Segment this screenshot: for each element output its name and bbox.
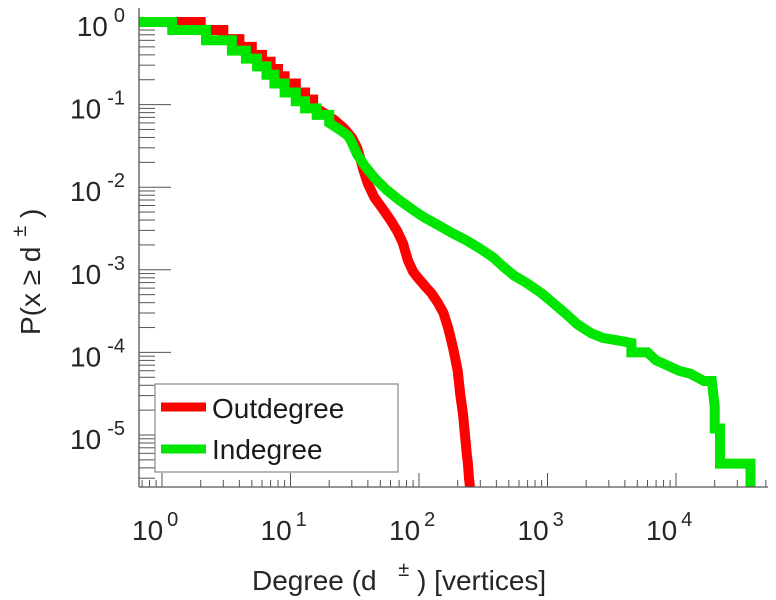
y-axis-title: P(x ≥ d ± ) — [1, 209, 46, 335]
y-tick-exp: -3 — [107, 253, 125, 275]
x-tick-label: 10 2 — [389, 509, 435, 546]
x-tick-exp: 3 — [553, 509, 564, 531]
y-tick-base: 10 — [70, 259, 101, 290]
x-axis-title: Degree (d ± ) [vertices] — [252, 551, 546, 596]
x-tick-base: 10 — [389, 515, 420, 546]
y-tick-base: 10 — [70, 176, 101, 207]
y-axis-title-sup: ± — [9, 226, 31, 237]
y-tick-labels: 10 0 10 -1 10 -2 10 -3 10 -4 10 -5 — [70, 5, 125, 455]
y-tick-base: 10 — [70, 341, 101, 372]
x-tick-base: 10 — [132, 515, 163, 546]
y-tick-exp: -1 — [107, 88, 125, 110]
y-axis-title-main: P(x ≥ d — [15, 247, 46, 336]
y-tick-base: 10 — [70, 424, 101, 455]
x-axis-title-sup: ± — [398, 559, 409, 581]
legend-label-outdegree: Outdegree — [212, 393, 344, 424]
legend-label-indegree: Indegree — [212, 434, 323, 465]
y-axis-title-tail: ) — [15, 209, 46, 218]
y-tick-label: 10 -5 — [70, 418, 125, 455]
series-layer — [139, 17, 756, 487]
x-tick-exp: 4 — [681, 509, 692, 531]
y-tick-base: 10 — [77, 11, 108, 42]
x-tick-exp: 2 — [424, 509, 435, 531]
axes — [138, 8, 768, 488]
x-tick-base: 10 — [518, 515, 549, 546]
x-tick-label: 10 4 — [646, 509, 692, 546]
y-tick-exp: -5 — [107, 418, 125, 440]
x-tick-label: 10 0 — [132, 509, 178, 546]
x-tick-label: 10 1 — [261, 509, 307, 546]
legend-box — [154, 383, 399, 473]
y-tick-exp: -4 — [107, 335, 125, 357]
y-tick-base: 10 — [70, 94, 101, 125]
x-tick-label: 10 3 — [518, 509, 564, 546]
y-tick-exp: -2 — [107, 170, 125, 192]
x-tick-exp: 0 — [167, 509, 178, 531]
y-tick-label: 10 -2 — [70, 170, 125, 207]
x-axis-title-main: Degree (d — [252, 565, 377, 596]
y-tick-label: 10 -3 — [70, 253, 125, 290]
y-tick-label: 10 -4 — [70, 335, 125, 372]
x-tick-base: 10 — [646, 515, 677, 546]
minor-ticks — [139, 21, 767, 487]
legend: Outdegree Indegree — [154, 383, 399, 473]
x-tick-labels: 10 0 10 1 10 2 10 3 10 4 — [132, 509, 692, 546]
series-line-indegree — [139, 17, 756, 487]
y-tick-exp: 0 — [114, 5, 125, 27]
y-tick-label: 10 0 — [77, 5, 125, 42]
y-tick-label: 10 -1 — [70, 88, 125, 125]
x-tick-base: 10 — [261, 515, 292, 546]
x-axis-title-tail: ) [vertices] — [417, 565, 546, 596]
x-tick-exp: 1 — [296, 509, 307, 531]
